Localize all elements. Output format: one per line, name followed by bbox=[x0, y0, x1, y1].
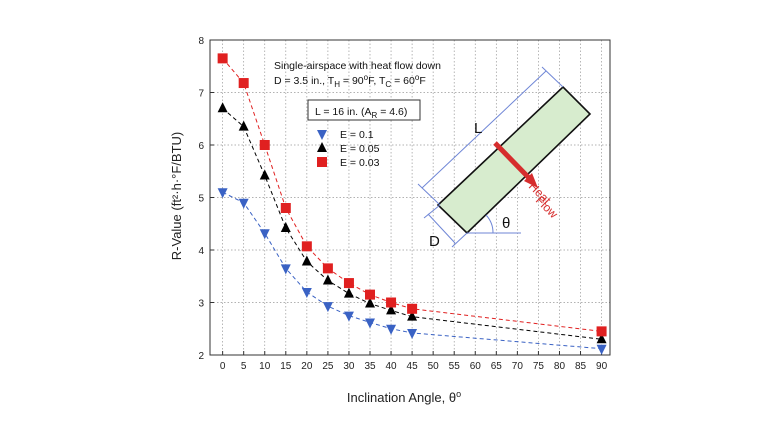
length-label: L bbox=[474, 120, 482, 137]
data-point bbox=[259, 169, 270, 180]
length-dimension-tick-low bbox=[417, 183, 441, 206]
thickness-dimension-tick-b bbox=[451, 232, 468, 248]
x-tick-label: 50 bbox=[428, 361, 440, 372]
data-point bbox=[596, 344, 607, 355]
data-point bbox=[596, 333, 607, 344]
series-1 bbox=[217, 188, 607, 355]
x-tick-label: 35 bbox=[364, 361, 376, 372]
x-tick-label: 55 bbox=[449, 361, 461, 372]
x-tick-label: 65 bbox=[491, 361, 503, 372]
data-point bbox=[407, 310, 418, 321]
data-point bbox=[301, 241, 312, 252]
data-point bbox=[386, 297, 397, 308]
series bbox=[217, 53, 607, 355]
legend-marker bbox=[317, 130, 327, 140]
data-point bbox=[322, 263, 333, 274]
data-point bbox=[280, 203, 291, 213]
data-point bbox=[301, 255, 312, 266]
y-tick-label: 4 bbox=[198, 246, 204, 257]
data-point bbox=[407, 328, 418, 339]
legend-marker bbox=[317, 142, 327, 152]
x-tick-label: 90 bbox=[596, 361, 608, 372]
x-tick-label: 40 bbox=[385, 361, 397, 372]
length-box-text: L = 16 in. (AR = 4.6) bbox=[315, 106, 407, 120]
data-point bbox=[259, 229, 270, 240]
series-3 bbox=[217, 53, 607, 337]
x-tick-label: 80 bbox=[554, 361, 566, 372]
series-line bbox=[222, 191, 602, 350]
angle-label: θ bbox=[502, 215, 510, 232]
angle-arc bbox=[485, 214, 494, 234]
legend: E = 0.1 E = 0.05 E = 0.03 bbox=[317, 129, 380, 169]
data-point bbox=[386, 324, 397, 335]
y-tick-label: 8 bbox=[198, 36, 204, 47]
legend-item: E = 0.1 bbox=[317, 129, 374, 141]
series-2 bbox=[217, 102, 607, 344]
x-tick-label: 25 bbox=[322, 361, 334, 372]
thickness-label: D bbox=[429, 233, 440, 250]
inclined-cavity-diagram: L D θ Heat Flow bbox=[417, 66, 592, 250]
heat-flow-arrow bbox=[493, 141, 533, 182]
legend-item: E = 0.05 bbox=[317, 142, 380, 155]
data-point bbox=[238, 120, 249, 131]
length-dimension-line bbox=[421, 70, 547, 189]
data-point bbox=[407, 303, 418, 314]
legend-label: E = 0.03 bbox=[340, 157, 380, 169]
data-point bbox=[343, 287, 354, 298]
data-point bbox=[238, 198, 249, 209]
x-tick-label: 45 bbox=[407, 361, 419, 372]
legend-marker bbox=[317, 157, 327, 167]
data-point bbox=[365, 297, 375, 308]
data-point bbox=[322, 302, 333, 313]
y-axis: 2 3 4 5 6 7 8 bbox=[198, 36, 214, 362]
data-point bbox=[238, 78, 249, 89]
data-point bbox=[217, 188, 228, 199]
legend-item: E = 0.03 bbox=[317, 157, 380, 169]
x-axis-label: Inclination Angle, θo bbox=[347, 389, 461, 405]
x-axis: 0 5 10 15 20 25 30 35 40 45 50 55 60 65 70 75 80 85 90 bbox=[220, 351, 608, 372]
data-point bbox=[280, 221, 291, 232]
y-tick-label: 5 bbox=[198, 194, 204, 205]
length-dimension-tick-high bbox=[541, 66, 564, 88]
data-point bbox=[259, 140, 270, 150]
data-point bbox=[386, 304, 397, 315]
legend-label: E = 0.05 bbox=[340, 143, 380, 155]
condition-annotation-line1: Single-airspace with heat flow down bbox=[274, 60, 441, 72]
data-point bbox=[322, 274, 333, 285]
x-tick-label: 20 bbox=[301, 361, 313, 372]
data-point bbox=[365, 289, 375, 300]
data-point bbox=[343, 278, 354, 289]
x-tick-label: 70 bbox=[512, 361, 524, 372]
data-point bbox=[365, 318, 375, 329]
legend-label: E = 0.1 bbox=[340, 129, 374, 141]
x-tick-label: 60 bbox=[470, 361, 482, 372]
x-tick-label: 0 bbox=[220, 361, 226, 372]
y-tick-label: 2 bbox=[198, 351, 204, 362]
data-point bbox=[217, 102, 228, 113]
x-tick-label: 30 bbox=[343, 361, 355, 372]
x-tick-label: 10 bbox=[259, 361, 271, 372]
heat-flow-arrowhead bbox=[524, 173, 538, 188]
y-tick-label: 6 bbox=[198, 141, 204, 152]
y-tick-label: 7 bbox=[198, 89, 204, 100]
x-tick-label: 75 bbox=[533, 361, 545, 372]
length-box bbox=[307, 99, 421, 121]
x-tick-label: 15 bbox=[280, 361, 292, 372]
y-axis-label: R-Value (ft²·h·°F/BTU) bbox=[169, 132, 184, 260]
thickness-dimension-line bbox=[427, 213, 456, 244]
x-tick-label: 85 bbox=[575, 361, 587, 372]
data-point bbox=[301, 288, 312, 298]
data-point bbox=[596, 326, 607, 337]
data-point bbox=[343, 311, 354, 322]
y-tick-label: 3 bbox=[198, 299, 204, 310]
data-point bbox=[280, 264, 291, 275]
x-tick-label: 5 bbox=[241, 361, 247, 372]
thickness-dimension-tick-a bbox=[423, 204, 441, 219]
condition-annotation-line2: D = 3.5 in., TH = 90oF, TC = 60oF bbox=[274, 73, 426, 89]
data-point bbox=[217, 53, 228, 64]
